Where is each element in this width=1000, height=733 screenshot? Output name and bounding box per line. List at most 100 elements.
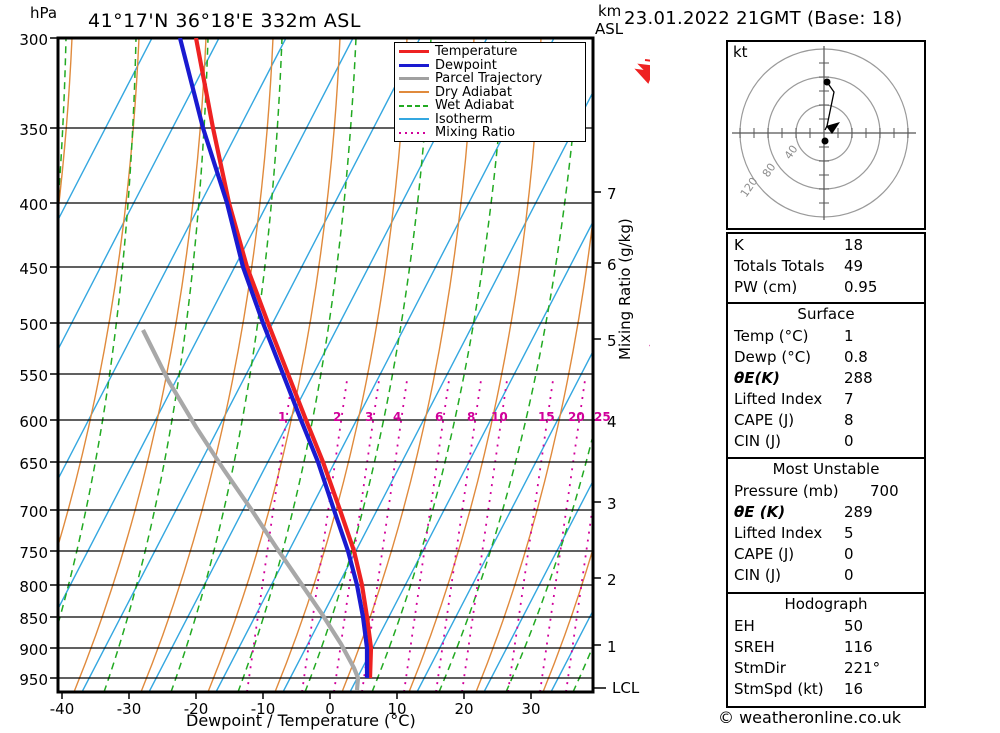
pressure-tick-label: 400	[19, 196, 48, 214]
pressure-tick-label: 800	[19, 578, 48, 596]
dewpoint-line	[177, 38, 370, 678]
temperature-tick-label: -40	[49, 700, 75, 718]
row-key: CIN (J)	[734, 431, 782, 450]
legend-label: Mixing Ratio	[435, 125, 516, 141]
dewpoint-swatch-icon	[399, 63, 429, 67]
sounding-traces	[141, 38, 374, 691]
pressure-tick-label: 550	[19, 367, 48, 385]
hodograph-trace	[824, 81, 835, 131]
ring-label-80: 80	[760, 161, 779, 180]
row-key: θE(K)	[734, 368, 780, 387]
pressure-tick-marks	[50, 37, 58, 679]
surface-panel: Surface Temp (°C) 1 Dewp (°C) 0.8 θE(K) …	[726, 302, 926, 459]
mixing-ratio-label: 10	[491, 410, 508, 424]
row-key: Lifted Index	[734, 389, 823, 408]
legend-item: Temperature	[395, 44, 585, 59]
row-value: 0.8	[844, 347, 868, 366]
pressure-tick-label: 950	[19, 671, 48, 689]
hodograph: 40 80 120	[726, 40, 926, 230]
panel-heading: Hodograph	[784, 595, 868, 613]
pressure-tick-label: 700	[19, 503, 48, 521]
temperature-tick-label: -20	[183, 700, 209, 718]
temperature-swatch-icon	[399, 50, 429, 54]
hodograph-stats-panel: Hodograph EH 50 SREH 116 StmDir 221° Stm…	[726, 592, 926, 708]
temperature-tick-label: 30	[521, 700, 541, 718]
row-key: K	[734, 235, 744, 254]
temperature-tick-label: 20	[454, 700, 474, 718]
row-key: StmDir	[734, 658, 786, 677]
table-row: θE(K) 288	[728, 367, 924, 388]
row-value: 221°	[844, 658, 881, 677]
pressure-tick-label: 450	[19, 260, 48, 278]
hodograph-ring-labels: 40 80 120	[738, 143, 801, 200]
table-row: Totals Totals 49	[728, 255, 924, 276]
table-row: Lifted Index 5	[728, 522, 924, 543]
row-value: 700	[870, 481, 899, 500]
lcl-label: LCL	[612, 679, 640, 697]
legend-label: Dewpoint	[435, 57, 497, 73]
height-tick-label: 2	[607, 571, 617, 589]
row-key: Temp (°C)	[734, 326, 809, 345]
parcel-trajectory-line	[141, 329, 361, 691]
indices-panel: K 18 Totals Totals 49 PW (cm) 0.95	[726, 232, 926, 304]
row-value: 0	[844, 431, 854, 450]
table-row: θE (K) 289	[728, 501, 924, 522]
table-row: StmDir 221°	[728, 657, 924, 678]
mixing-ratio-label: 1	[278, 410, 287, 424]
isotherm-swatch-icon	[399, 118, 429, 121]
legend-item: Parcel Trajectory	[395, 71, 585, 86]
mixing-ratio-label: 25	[594, 410, 611, 424]
temperature-line	[193, 38, 374, 679]
row-value: 116	[844, 637, 873, 656]
row-key: CAPE (J)	[734, 410, 795, 429]
row-value: 0.95	[844, 277, 878, 296]
mixing-ratio-label: 2	[333, 410, 342, 424]
height-tick-label: 5	[607, 332, 617, 350]
height-unit-label: km	[598, 2, 622, 20]
row-value: 50	[844, 616, 864, 635]
row-value: 49	[844, 256, 864, 275]
table-row: Pressure (mb) 700	[728, 480, 924, 501]
row-key: Lifted Index	[734, 523, 823, 542]
plot-frame	[56, 36, 595, 694]
height-tick-label: 1	[607, 638, 617, 656]
table-row: Lifted Index 7	[728, 388, 924, 409]
row-key: Pressure (mb)	[734, 481, 839, 500]
skewt-svg	[50, 36, 650, 699]
hodograph-axis-ticks	[739, 62, 909, 204]
row-key: StmSpd (kt)	[734, 679, 824, 698]
height-unit-label-2: ASL	[595, 20, 624, 38]
mixing-ratio-label: 15	[538, 410, 555, 424]
height-tick-label: 4	[607, 413, 617, 431]
row-value: 1	[844, 326, 854, 345]
pressure-tick-label: 750	[19, 544, 48, 562]
row-value: 5	[844, 523, 854, 542]
height-tick-label: 7	[607, 185, 617, 203]
pressure-tick-label: 600	[19, 413, 48, 431]
panel-heading: Most Unstable	[772, 460, 880, 478]
pressure-tick-label: 900	[19, 641, 48, 659]
temperature-tick-label: -30	[116, 700, 142, 718]
table-row: CAPE (J) 0	[728, 543, 924, 564]
height-tick-label: 3	[607, 495, 617, 513]
table-row: K 18	[728, 234, 924, 255]
mixing-ratio-axis-title: Mixing Ratio (g/kg)	[616, 218, 634, 360]
pressure-tick-label: 300	[19, 31, 48, 49]
row-key: CAPE (J)	[734, 544, 795, 563]
temperature-tick-label: -10	[250, 700, 276, 718]
temperature-tick-label: 10	[387, 700, 407, 718]
table-row: CIN (J) 0	[728, 430, 924, 451]
wet-adiabat-lines	[58, 38, 593, 692]
pressure-tick-label: 850	[19, 610, 48, 628]
most-unstable-panel: Most Unstable Pressure (mb) 700 θE (K) 2…	[726, 457, 926, 594]
row-value: 289	[844, 502, 873, 521]
mixing-ratio-label: 6	[435, 410, 444, 424]
page-title: 41°17'N 36°18'E 332m ASL	[88, 10, 361, 32]
mixing-ratio-swatch-icon	[399, 131, 429, 134]
skewt-background-lines	[58, 38, 593, 692]
temperature-tick-marks	[61, 692, 532, 699]
legend-item: Isotherm	[395, 112, 585, 127]
row-value: 7	[844, 389, 854, 408]
pressure-unit-label: hPa	[30, 4, 58, 22]
wet-adiabat-swatch-icon	[399, 104, 429, 107]
